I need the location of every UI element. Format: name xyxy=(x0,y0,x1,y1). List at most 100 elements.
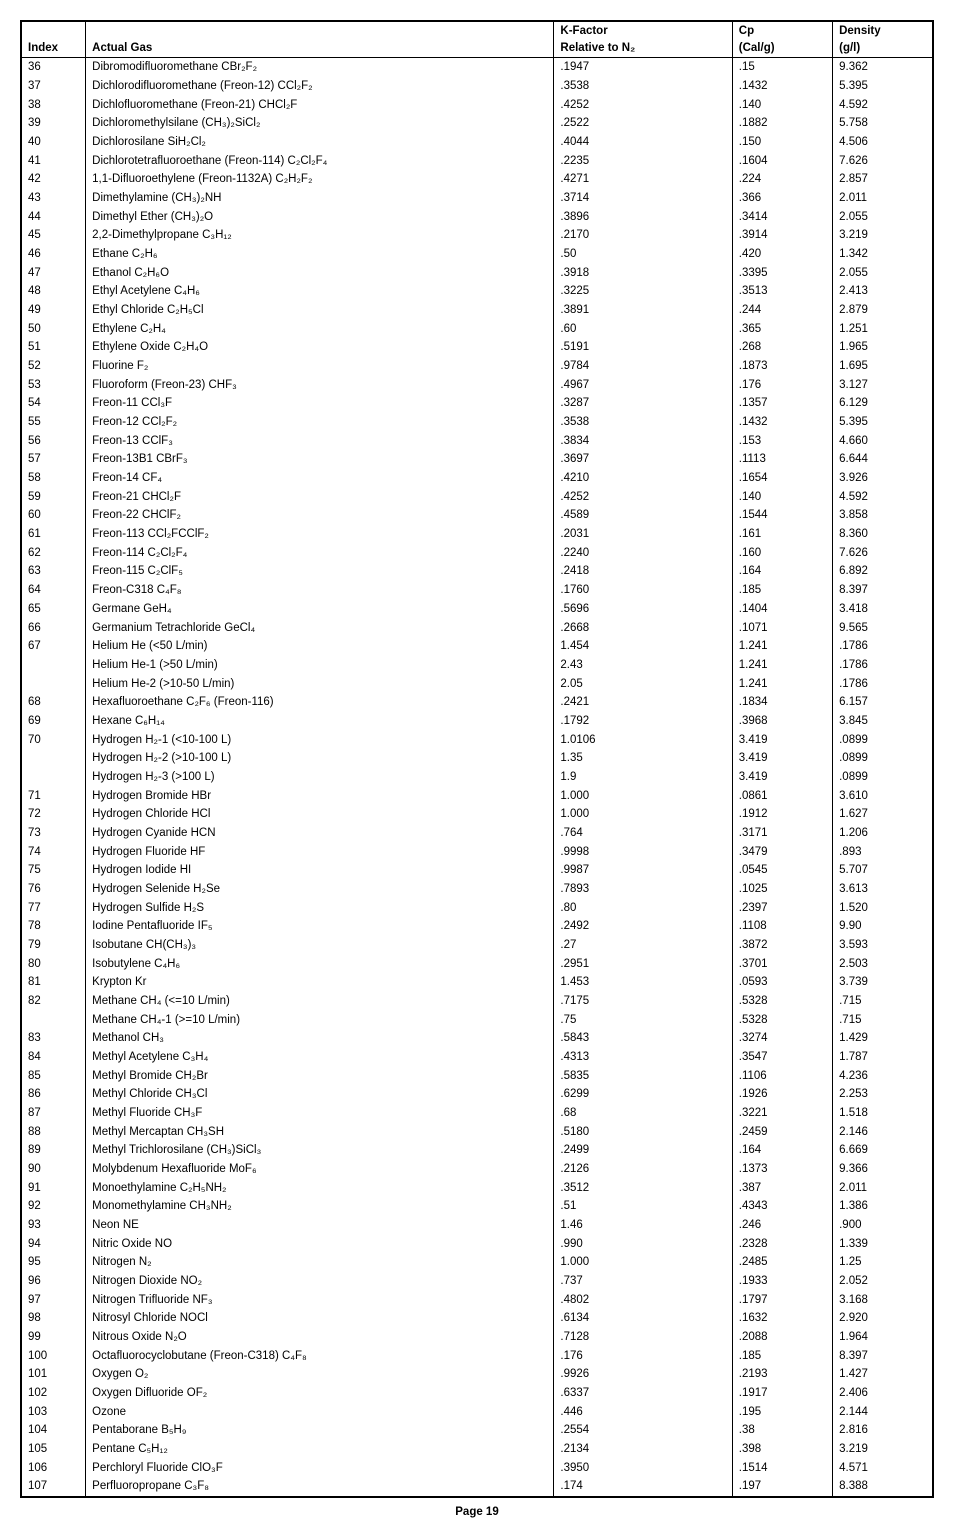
table-row: 69Hexane C₆H₁₄.1792.39683.845 xyxy=(21,712,933,731)
cell-index xyxy=(21,1011,86,1030)
cell-cp: .3547 xyxy=(732,1048,832,1067)
table-row: 80Isobutylene C₄H₆.2951.37012.503 xyxy=(21,955,933,974)
cell-kfactor: .2554 xyxy=(554,1421,732,1440)
cell-index: 86 xyxy=(21,1085,86,1104)
cell-density: 9.90 xyxy=(833,917,933,936)
cell-kfactor: .9784 xyxy=(554,357,732,376)
table-row: 105Pentane C₅H₁₂.2134.3983.219 xyxy=(21,1440,933,1459)
cell-cp: .365 xyxy=(732,320,832,339)
cell-index: 61 xyxy=(21,525,86,544)
cell-density: 2.253 xyxy=(833,1085,933,1104)
cell-index: 93 xyxy=(21,1216,86,1235)
cell-kfactor: .4802 xyxy=(554,1291,732,1310)
cell-cp: .1654 xyxy=(732,469,832,488)
cell-index: 83 xyxy=(21,1029,86,1048)
cell-gas: Oxygen Difluoride OF₂ xyxy=(86,1384,554,1403)
cell-cp: .15 xyxy=(732,58,832,77)
cell-gas: Hydrogen H₂-2 (>10-100 L) xyxy=(86,749,554,768)
table-row: 83Methanol CH₃.5843.32741.429 xyxy=(21,1029,933,1048)
cell-kfactor: .51 xyxy=(554,1197,732,1216)
cell-gas: Dimethylamine (CH₃)₂NH xyxy=(86,189,554,208)
cell-kfactor: .2240 xyxy=(554,544,732,563)
cell-density: 2.052 xyxy=(833,1272,933,1291)
table-row: 86Methyl Chloride CH₃Cl.6299.19262.253 xyxy=(21,1085,933,1104)
cell-density: .715 xyxy=(833,1011,933,1030)
table-row: 38Dichlofluoromethane (Freon-21) CHCl₂F.… xyxy=(21,96,933,115)
table-row: 452,2-Dimethylpropane C₃H₁₂.2170.39143.2… xyxy=(21,226,933,245)
cell-gas: Pentaborane B₅H₉ xyxy=(86,1421,554,1440)
cell-kfactor: .6299 xyxy=(554,1085,732,1104)
cell-kfactor: 1.000 xyxy=(554,1253,732,1272)
cell-cp: 3.419 xyxy=(732,768,832,787)
cell-density: .900 xyxy=(833,1216,933,1235)
cell-index: 55 xyxy=(21,413,86,432)
cell-gas: Methanol CH₃ xyxy=(86,1029,554,1048)
cell-density: 3.418 xyxy=(833,600,933,619)
cell-index: 60 xyxy=(21,506,86,525)
cell-gas: Perchloryl Fluoride ClO₃F xyxy=(86,1459,554,1478)
cell-density: 1.627 xyxy=(833,805,933,824)
cell-index: 102 xyxy=(21,1384,86,1403)
cell-gas: Methyl Fluoride CH₃F xyxy=(86,1104,554,1123)
cell-density: 2.406 xyxy=(833,1384,933,1403)
cell-gas: Hydrogen Chloride HCl xyxy=(86,805,554,824)
cell-kfactor: 2.05 xyxy=(554,675,732,694)
cell-cp: .1544 xyxy=(732,506,832,525)
cell-kfactor: .75 xyxy=(554,1011,732,1030)
cell-index: 49 xyxy=(21,301,86,320)
cell-gas: Oxygen O₂ xyxy=(86,1365,554,1384)
cell-gas: Neon NE xyxy=(86,1216,554,1235)
cell-density: 4.592 xyxy=(833,488,933,507)
table-row: 52Fluorine F₂.9784.18731.695 xyxy=(21,357,933,376)
cell-cp: .197 xyxy=(732,1477,832,1497)
cell-cp: .387 xyxy=(732,1179,832,1198)
cell-density: 2.011 xyxy=(833,189,933,208)
cell-density: 4.571 xyxy=(833,1459,933,1478)
cell-index: 73 xyxy=(21,824,86,843)
cell-gas: Krypton Kr xyxy=(86,973,554,992)
cell-cp: .176 xyxy=(732,376,832,395)
cell-density: .893 xyxy=(833,843,933,862)
cell-gas: Ethylene C₂H₄ xyxy=(86,320,554,339)
cell-gas: Germane GeH₄ xyxy=(86,600,554,619)
cell-cp: .185 xyxy=(732,1347,832,1366)
cell-gas: Freon-114 C₂Cl₂F₄ xyxy=(86,544,554,563)
cell-index: 65 xyxy=(21,600,86,619)
cell-gas: Fluorine F₂ xyxy=(86,357,554,376)
cell-gas: Ethyl Acetylene C₄H₆ xyxy=(86,282,554,301)
cell-kfactor: .6337 xyxy=(554,1384,732,1403)
cell-density: 3.219 xyxy=(833,226,933,245)
table-row: 47Ethanol C₂H₆O.3918.33952.055 xyxy=(21,264,933,283)
cell-cp: 3.419 xyxy=(732,731,832,750)
cell-density: 9.366 xyxy=(833,1160,933,1179)
table-row: 96Nitrogen Dioxide NO₂.737.19332.052 xyxy=(21,1272,933,1291)
cell-gas: Iodine Pentafluoride IF₅ xyxy=(86,917,554,936)
col-index: Index xyxy=(21,21,86,58)
table-row: 62Freon-114 C₂Cl₂F₄.2240.1607.626 xyxy=(21,544,933,563)
cell-cp: .0861 xyxy=(732,787,832,806)
table-row: 90Molybdenum Hexafluoride MoF₆.2126.1373… xyxy=(21,1160,933,1179)
cell-gas: Isobutane CH(CH₃)₃ xyxy=(86,936,554,955)
cell-cp: .5328 xyxy=(732,992,832,1011)
cell-cp: .38 xyxy=(732,1421,832,1440)
cell-index: 68 xyxy=(21,693,86,712)
cell-cp: .0545 xyxy=(732,861,832,880)
table-row: 87Methyl Fluoride CH₃F.68.32211.518 xyxy=(21,1104,933,1123)
cell-kfactor: .3714 xyxy=(554,189,732,208)
cell-density: 4.660 xyxy=(833,432,933,451)
cell-kfactor: 1.9 xyxy=(554,768,732,787)
cell-density: 1.339 xyxy=(833,1235,933,1254)
cell-gas: Dichlorosilane SiH₂Cl₂ xyxy=(86,133,554,152)
cell-index: 51 xyxy=(21,338,86,357)
cell-index: 91 xyxy=(21,1179,86,1198)
cell-index: 78 xyxy=(21,917,86,936)
cell-kfactor: .3697 xyxy=(554,450,732,469)
cell-index: 92 xyxy=(21,1197,86,1216)
table-row: 61Freon-113 CCl₂FCClF₂.2031.1618.360 xyxy=(21,525,933,544)
table-row: 77Hydrogen Sulfide H₂S.80.23971.520 xyxy=(21,899,933,918)
cell-index xyxy=(21,749,86,768)
cell-density: 1.518 xyxy=(833,1104,933,1123)
cell-kfactor: .4271 xyxy=(554,170,732,189)
cell-density: .0899 xyxy=(833,768,933,787)
cell-density: .1786 xyxy=(833,637,933,656)
